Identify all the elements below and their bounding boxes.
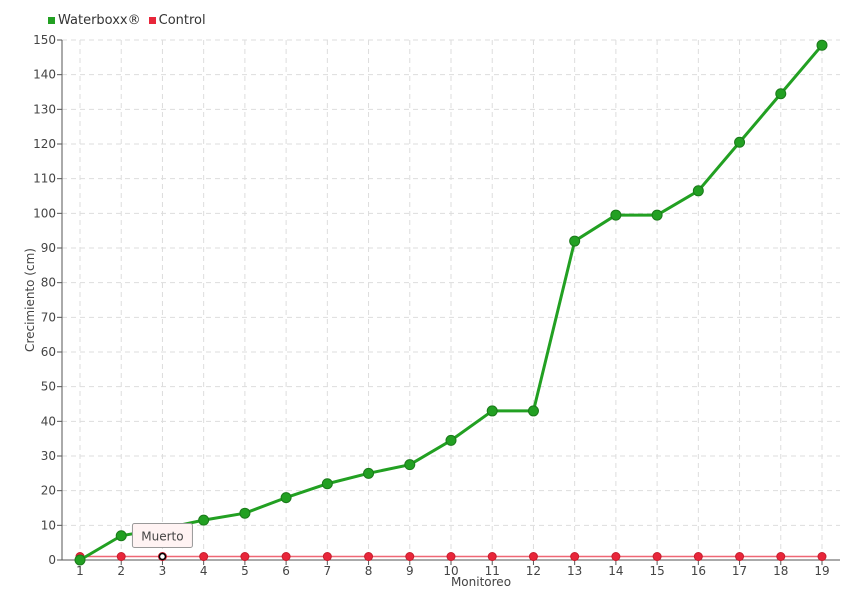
y-tick-label: 150 [33,33,56,47]
data-point-waterboxx[interactable] [363,467,375,479]
y-tick-label: 140 [33,68,56,82]
x-tick-label: 17 [732,564,747,578]
annotation-marker [158,552,167,561]
data-point-control[interactable] [446,552,456,562]
y-tick-label: 40 [41,414,56,428]
data-point-control[interactable] [405,552,415,562]
data-point-control[interactable] [528,552,538,562]
data-point-waterboxx[interactable] [486,405,498,417]
data-point-waterboxx[interactable] [651,209,663,221]
legend-item-control[interactable]: Control [148,13,206,28]
x-tick-label: 2 [117,564,125,578]
x-axis-title: Monitoreo [451,575,511,589]
x-tick-label: 10 [443,564,458,578]
data-point-control[interactable] [817,552,827,562]
y-axis-title: Crecimiento (cm) [23,248,37,352]
data-point-waterboxx[interactable] [74,554,86,566]
data-point-control[interactable] [322,552,332,562]
x-tick-label: 13 [567,564,582,578]
legend-swatch-control [148,17,156,24]
x-tick-label: 5 [241,564,249,578]
data-point-control[interactable] [199,552,209,562]
legend-swatch-waterboxx [48,17,55,24]
data-point-waterboxx[interactable] [239,507,251,519]
data-point-waterboxx[interactable] [115,530,127,542]
data-point-waterboxx[interactable] [404,459,416,471]
data-point-control[interactable] [652,552,662,562]
data-point-waterboxx[interactable] [734,136,746,148]
data-point-control[interactable] [693,552,703,562]
legend-label-control: Control [158,13,206,28]
x-tick-label: 6 [282,564,290,578]
y-tick-label: 60 [41,345,56,359]
x-tick-label: 15 [649,564,664,578]
y-tick-label: 70 [41,310,56,324]
y-tick-label: 10 [41,518,56,532]
x-tick-label: 7 [324,564,332,578]
data-point-waterboxx[interactable] [569,235,581,247]
data-point-waterboxx[interactable] [775,88,787,100]
data-point-control[interactable] [776,552,786,562]
x-tick-label: 16 [691,564,706,578]
data-point-waterboxx[interactable] [321,478,333,490]
y-tick-label: 50 [41,380,56,394]
x-tick-label: 1 [76,564,84,578]
data-point-control[interactable] [240,552,250,562]
x-tick-label: 9 [406,564,414,578]
annotation-box [131,523,193,549]
legend-label-waterboxx: Waterboxx® [58,13,141,28]
data-point-control[interactable] [281,552,291,562]
data-point-waterboxx[interactable] [610,209,622,221]
y-tick-label: 20 [41,484,56,498]
data-point-control[interactable] [364,552,374,562]
x-tick-label: 3 [159,564,167,578]
x-tick-label: 18 [773,564,788,578]
x-tick-label: 19 [814,564,829,578]
legend-item-waterboxx[interactable]: Waterboxx® [48,13,141,28]
y-tick-label: 30 [41,449,56,463]
x-tick-label: 12 [526,564,541,578]
data-point-control[interactable] [116,552,126,562]
annotation-label: Muerto [141,530,183,544]
data-point-control[interactable] [487,552,497,562]
x-tick-label: 11 [485,564,500,578]
x-tick-label: 4 [200,564,208,578]
x-tick-label: 8 [365,564,373,578]
y-tick-label: 120 [33,137,56,151]
data-point-waterboxx[interactable] [692,185,704,197]
data-point-control[interactable] [570,552,580,562]
chart-legend: Waterboxx® Control [48,13,206,28]
y-tick-label: 0 [48,553,56,567]
x-tick-label: 14 [608,564,623,578]
y-tick-label: 100 [33,206,56,220]
y-tick-label: 90 [41,241,56,255]
y-tick-label: 110 [33,172,56,186]
data-point-control[interactable] [611,552,621,562]
data-point-waterboxx[interactable] [527,405,539,417]
data-point-control[interactable] [735,552,745,562]
data-point-waterboxx[interactable] [816,39,828,51]
data-point-waterboxx[interactable] [445,434,457,446]
data-point-waterboxx[interactable] [280,492,292,504]
y-tick-label: 130 [33,102,56,116]
y-tick-label: 80 [41,276,56,290]
data-point-waterboxx[interactable] [198,514,210,526]
